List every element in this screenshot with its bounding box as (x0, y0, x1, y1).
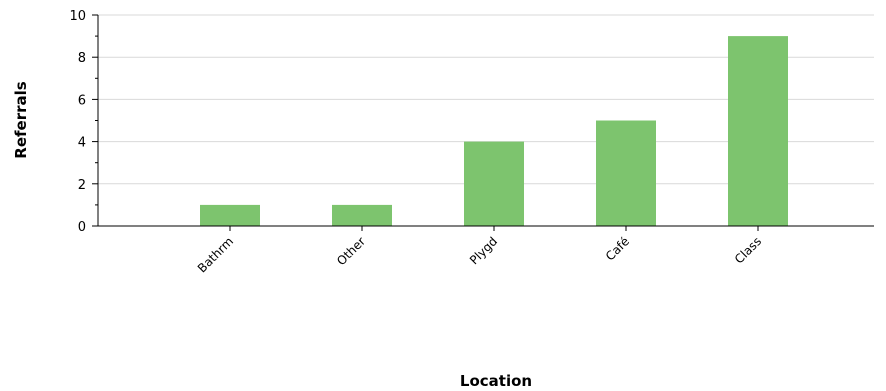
x-tick-label: Class (732, 234, 764, 266)
x-tick-label: Plygd (467, 234, 500, 267)
y-tick-label: 6 (78, 93, 86, 108)
y-tick-label: 0 (78, 220, 86, 235)
y-tick-label: 8 (78, 51, 86, 66)
x-tick-label: Bathrm (195, 234, 236, 275)
x-tick-label: Café (603, 234, 632, 263)
y-tick-label: 4 (78, 136, 86, 151)
bar-café (596, 120, 656, 226)
y-axis: 0 2 4 6 8 10 (69, 9, 99, 235)
x-axis: Bathrm Other Plygd Café Class (98, 225, 874, 275)
bars (200, 36, 788, 226)
bar-class (728, 36, 788, 226)
bar-plygd (464, 141, 524, 226)
bar-other (332, 204, 392, 226)
bar-bathrm (200, 204, 260, 226)
y-tick-label: 2 (78, 178, 86, 193)
y-tick-label: 10 (69, 9, 86, 24)
y-axis-title: Referrals (12, 81, 30, 158)
x-axis-title: Location (460, 372, 532, 390)
x-tick-label: Other (334, 234, 368, 268)
